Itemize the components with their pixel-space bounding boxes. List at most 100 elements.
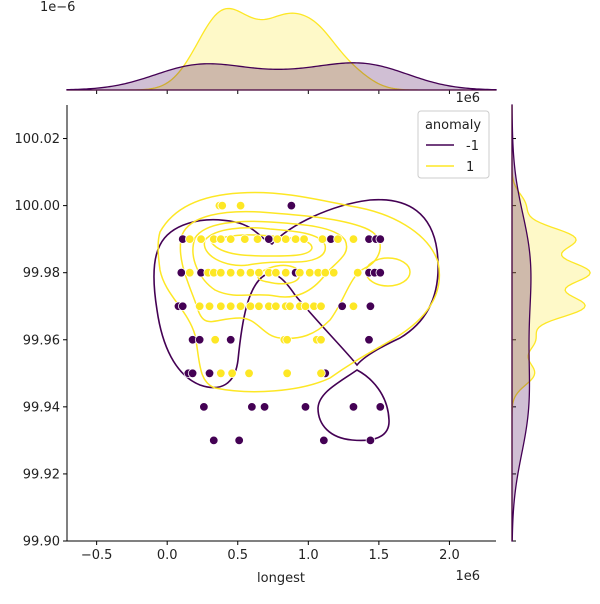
legend: anomaly -1 1	[417, 110, 490, 179]
point-series-1	[329, 267, 339, 278]
y-tick-label: 99.98	[23, 266, 60, 281]
point-series-0	[364, 335, 374, 345]
point-series-0	[286, 200, 297, 211]
point-series-1	[216, 301, 226, 311]
point-series-1	[348, 234, 359, 244]
point-series-1	[305, 267, 315, 278]
x-tick-label: 1.0	[298, 548, 319, 563]
point-series-1	[281, 234, 291, 244]
point-series-1	[217, 200, 227, 211]
point-series-1	[316, 335, 326, 345]
point-series-1	[252, 234, 263, 244]
right-marginal-kde-series-0	[511, 104, 532, 542]
scatter-points	[173, 200, 385, 446]
y-tick-label: 100.02	[15, 132, 61, 147]
contour-anomaly-1-level5	[210, 234, 313, 257]
y-tick-label: 99.96	[23, 333, 60, 348]
point-series-0	[375, 267, 385, 278]
point-series-0	[319, 435, 329, 446]
y-tick-label: 100.00	[15, 199, 61, 214]
point-series-1	[353, 267, 363, 278]
point-series-1	[300, 301, 311, 311]
point-series-0	[375, 234, 385, 244]
x-tick-label: 2.0	[439, 548, 460, 563]
point-series-1	[185, 234, 195, 244]
point-series-1	[240, 234, 250, 244]
legend-entry-neg1: -1	[466, 139, 479, 154]
point-series-1	[244, 368, 254, 379]
point-series-1	[254, 267, 264, 278]
point-series-1	[348, 301, 359, 311]
y-tick-label: 99.92	[23, 467, 60, 482]
y-tick-label: 99.90	[23, 535, 60, 550]
point-series-1	[282, 368, 292, 379]
point-series-0	[194, 335, 205, 345]
point-series-0	[348, 402, 359, 412]
point-series-1	[295, 267, 305, 278]
point-series-1	[317, 234, 328, 244]
point-series-0	[178, 301, 188, 311]
point-series-1	[290, 234, 301, 244]
point-series-0	[365, 435, 376, 446]
point-series-1	[316, 301, 326, 311]
point-series-1	[225, 301, 236, 311]
point-series-1	[235, 301, 246, 311]
point-series-1	[281, 267, 291, 278]
point-series-1	[194, 301, 205, 311]
point-series-1	[216, 267, 226, 278]
point-series-1	[320, 267, 330, 278]
x-tick-label: 0.5	[227, 548, 248, 563]
point-series-1	[225, 234, 236, 244]
axes: −0.5 0.0 0.5 1.0 1.5 2.0 99.90 99.92 99.94 99.96 9…	[15, 90, 516, 563]
point-series-0	[264, 234, 274, 244]
point-series-0	[300, 402, 311, 412]
x-axis-label: longest	[257, 571, 305, 586]
point-series-1	[216, 234, 226, 244]
point-series-1	[185, 267, 195, 278]
point-series-1	[271, 301, 281, 311]
point-series-1	[245, 301, 256, 311]
x-tick-label: 0.0	[157, 548, 178, 563]
point-series-1	[204, 301, 215, 311]
x-tick-label: 1.5	[369, 548, 390, 563]
point-series-1	[285, 301, 295, 311]
point-series-1	[235, 267, 246, 278]
point-series-0	[199, 402, 209, 412]
point-series-0	[234, 435, 244, 446]
point-series-1	[316, 368, 326, 379]
point-series-1	[271, 267, 281, 278]
top-marginal-kde-series-0	[66, 62, 497, 91]
point-series-1	[282, 335, 292, 345]
point-series-0	[247, 402, 257, 412]
point-series-1	[216, 368, 226, 379]
legend-entry-1: 1	[466, 160, 474, 175]
point-series-1	[272, 234, 282, 244]
point-series-0	[365, 301, 376, 311]
x-offset-label-bottom: 1e6	[455, 569, 480, 584]
top-marginal-offset-label: 1e−6	[40, 0, 75, 15]
point-series-0	[204, 368, 215, 379]
point-series-0	[375, 402, 385, 412]
point-series-1	[245, 267, 256, 278]
y-tick-label: 99.94	[23, 400, 60, 415]
point-series-0	[209, 435, 219, 446]
point-series-1	[333, 234, 343, 244]
point-series-0	[259, 402, 270, 412]
point-series-0	[176, 267, 187, 278]
point-series-1	[225, 267, 236, 278]
legend-title: anomaly	[425, 118, 481, 133]
point-series-1	[254, 301, 264, 311]
point-series-1	[210, 335, 220, 345]
contour-anomaly-1-level4	[203, 227, 326, 267]
point-series-0	[225, 335, 236, 345]
kde-contours	[153, 191, 441, 442]
point-series-1	[235, 200, 246, 211]
point-series-0	[187, 368, 198, 379]
point-series-1	[227, 368, 237, 379]
point-series-1	[299, 234, 309, 244]
contour-anomaly-neg1-small	[317, 369, 390, 442]
marginal-kdes	[66, 7, 591, 542]
point-series-1	[196, 234, 206, 244]
